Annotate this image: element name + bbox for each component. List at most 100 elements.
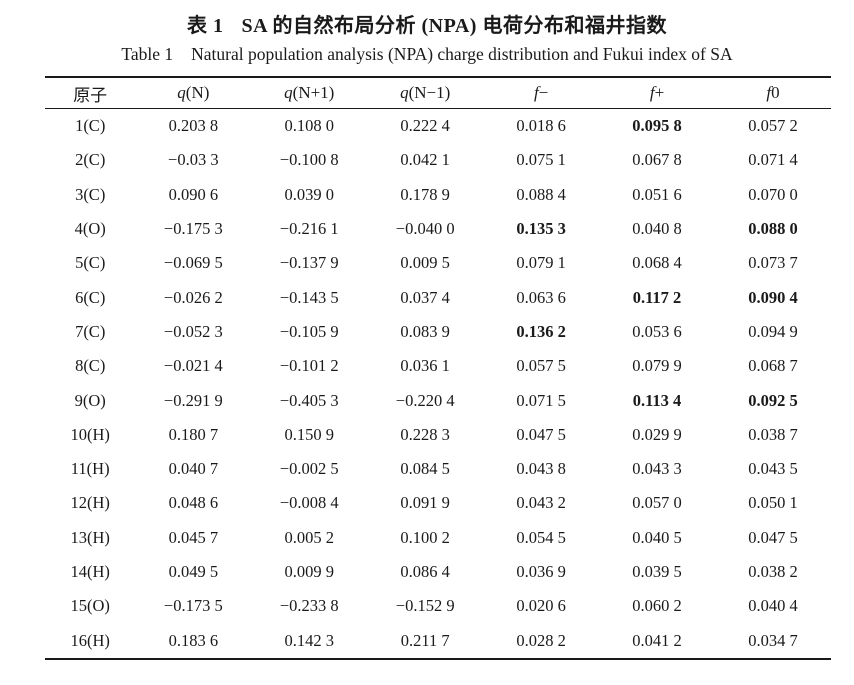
column-header: q(N) (177, 83, 210, 102)
value-cell: 0.222 4 (400, 116, 450, 136)
value-cell: 0.047 5 (516, 424, 566, 444)
value-cell: 0.053 6 (632, 321, 682, 341)
value-cell: 0.045 7 (168, 527, 219, 547)
value-cell: 0.090 6 (168, 184, 219, 204)
column-header: q(N+1) (284, 83, 335, 102)
value-cell: 0.040 4 (748, 596, 798, 616)
value-cell: 0.083 9 (400, 321, 450, 341)
value-cell: 0.047 5 (748, 527, 798, 547)
value-cell: 0.050 1 (748, 493, 798, 513)
table-row: 15(O) −0.173 5 −0.233 8 −0.152 9 0.020 6 0.06… (45, 589, 831, 623)
atom-label: 10(H) (70, 424, 110, 444)
atom-label: 14(H) (70, 562, 110, 581)
value-cell: 0.036 9 (516, 562, 566, 581)
column-header-symbol: q (177, 83, 186, 102)
column-header-symbol: f (649, 83, 655, 102)
value-cell: 0.183 6 (168, 630, 219, 650)
table-body: 1(C) 0.203 8 0.108 0 0.222 4 0.018 6 0.095 8 0… (45, 109, 831, 659)
value-cell: 0.049 5 (168, 562, 219, 581)
column-header: f+ (649, 83, 665, 102)
value-cell: 0.079 9 (632, 356, 682, 376)
value-cell: 0.150 9 (284, 424, 335, 444)
value-cell: 0.038 2 (748, 562, 798, 581)
value-cell: −0.137 9 (279, 253, 339, 273)
value-cell: 0.043 3 (632, 459, 682, 479)
value-cell: −0.040 0 (395, 219, 455, 239)
column-header-symbol: f (533, 83, 539, 102)
value-cell: 0.042 1 (400, 150, 450, 170)
table-row: 14(H) 0.049 5 0.009 9 0.086 4 0.036 9 0.039 5… (45, 555, 831, 589)
value-cell: 0.067 8 (632, 150, 682, 170)
value-cell: 0.092 5 (748, 390, 798, 410)
value-cell: 0.068 4 (632, 253, 682, 273)
value-cell: −0.03 3 (168, 150, 219, 170)
atom-label: 11(H) (70, 459, 110, 479)
value-cell: 0.040 7 (168, 459, 219, 479)
table-row: 5(C) −0.069 5 −0.137 9 0.009 5 0.079 1 0.068 … (45, 246, 831, 280)
value-cell: 0.095 8 (632, 116, 682, 136)
value-cell: 0.057 2 (748, 116, 798, 136)
column-header-symbol: q (400, 83, 409, 102)
value-cell: 0.100 2 (400, 527, 450, 547)
atom-label: 2(C) (75, 150, 106, 170)
value-cell: 0.113 4 (632, 390, 682, 410)
caption-zh-text: SA 的自然布局分析 (NPA) 电荷分布和福井指数 (241, 15, 667, 37)
value-cell: 0.028 2 (516, 630, 566, 650)
value-cell: 0.079 1 (516, 253, 566, 273)
caption-en-text: Natural population analysis (NPA) charge… (191, 44, 733, 64)
value-cell: −0.173 5 (163, 596, 223, 616)
value-cell: −0.291 9 (163, 390, 223, 410)
value-cell: 0.086 4 (400, 562, 450, 581)
column-header-symbol: f (766, 83, 772, 102)
value-cell: 0.180 7 (168, 424, 219, 444)
value-cell: 0.211 7 (400, 630, 450, 650)
value-cell: 0.142 3 (284, 630, 335, 650)
value-cell: 0.038 7 (748, 424, 798, 444)
value-cell: 0.039 5 (632, 562, 682, 581)
value-cell: 0.009 5 (400, 253, 450, 273)
table-row: 16(H) 0.183 6 0.142 3 0.211 7 0.028 2 0.041 2… (45, 623, 831, 658)
value-cell: −0.021 4 (163, 356, 223, 376)
value-cell: 0.036 1 (400, 356, 450, 376)
value-cell: −0.175 3 (163, 219, 223, 239)
atom-label: 6(C) (75, 287, 106, 307)
value-cell: 0.203 8 (168, 116, 219, 136)
value-cell: 0.057 0 (632, 493, 682, 513)
value-cell: 0.094 9 (748, 321, 798, 341)
value-cell: 0.034 7 (748, 630, 798, 650)
value-cell: 0.029 9 (632, 424, 682, 444)
table-row: 4(O) −0.175 3 −0.216 1 −0.040 0 0.135 3 0.040… (45, 212, 831, 246)
npa-table: 原子 q(N) q(N+1) q(N−1) f− f+ f0 1(C) 0.203 8 0.10… (45, 76, 831, 660)
value-cell: −0.008 4 (279, 493, 339, 513)
table-caption-zh: 表 1 SA 的自然布局分析 (NPA) 电荷分布和福井指数 (0, 12, 854, 40)
table-row: 2(C) −0.03 3 −0.100 8 0.042 1 0.075 1 0.067 8… (45, 143, 831, 177)
caption-en-label: Table 1 (121, 44, 174, 64)
value-cell: −0.143 5 (279, 287, 339, 307)
table-row: 12(H) 0.048 6 −0.008 4 0.091 9 0.043 2 0.057 … (45, 486, 831, 520)
atom-label: 12(H) (70, 493, 110, 513)
value-cell: 0.040 8 (632, 219, 682, 239)
atom-label: 1(C) (75, 116, 106, 136)
value-cell: 0.091 9 (400, 493, 450, 513)
value-cell: −0.105 9 (279, 321, 339, 341)
value-cell: −0.026 2 (163, 287, 223, 307)
value-cell: 0.057 5 (516, 356, 566, 376)
value-cell: −0.216 1 (279, 219, 339, 239)
atom-label: 7(C) (75, 321, 106, 341)
value-cell: 0.018 6 (516, 116, 566, 136)
value-cell: 0.068 7 (748, 356, 798, 376)
value-cell: 0.043 8 (516, 459, 566, 479)
value-cell: 0.228 3 (400, 424, 450, 444)
value-cell: −0.101 2 (279, 356, 339, 376)
value-cell: −0.069 5 (163, 253, 223, 273)
table-header-row: 原子 q(N) q(N+1) q(N−1) f− f+ f0 (45, 77, 831, 109)
caption-zh-label: 表 1 (187, 15, 224, 37)
table-row: 7(C) −0.052 3 −0.105 9 0.083 9 0.136 2 0.053 … (45, 315, 831, 349)
column-header: f0 (766, 83, 780, 102)
table-row: 10(H) 0.180 7 0.150 9 0.228 3 0.047 5 0.029 9… (45, 418, 831, 452)
value-cell: 0.005 2 (284, 527, 335, 547)
value-cell: 0.054 5 (516, 527, 566, 547)
value-cell: 0.051 6 (632, 184, 682, 204)
table-row: 1(C) 0.203 8 0.108 0 0.222 4 0.018 6 0.095 8 0… (45, 109, 831, 144)
